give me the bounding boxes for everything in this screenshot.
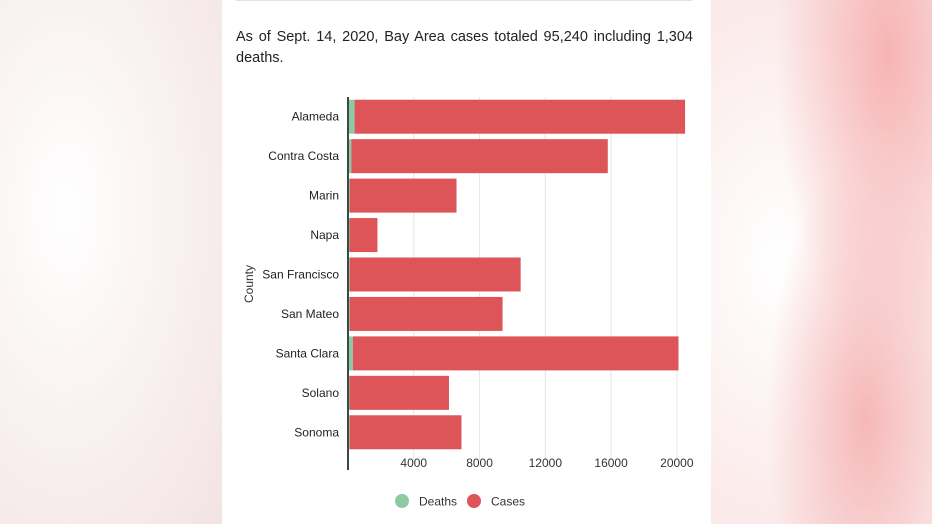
legend-deaths-label[interactable]: Deaths <box>419 495 457 509</box>
top-divider <box>236 0 692 1</box>
category-label: Santa Clara <box>276 346 340 360</box>
category-label: Marin <box>309 189 339 203</box>
bar-deaths[interactable] <box>348 99 355 134</box>
chart-caption: As of Sept. 14, 2020, Bay Area cases tot… <box>236 29 693 66</box>
x-tick-label: 20000 <box>660 456 694 470</box>
legend: Deaths Cases <box>395 494 525 509</box>
y-axis-title: County <box>242 265 256 303</box>
bar-cases[interactable] <box>352 336 679 371</box>
background-left <box>0 0 222 524</box>
category-label: Sonoma <box>294 425 339 439</box>
bar-cases[interactable] <box>349 296 503 331</box>
x-tick-label: 16000 <box>594 456 628 470</box>
legend-deaths-swatch[interactable] <box>395 494 409 508</box>
bar-deaths[interactable] <box>348 139 352 174</box>
category-label: San Mateo <box>281 307 339 321</box>
legend-cases-swatch[interactable] <box>467 494 481 508</box>
bar-cases[interactable] <box>349 178 457 213</box>
x-tick-label: 4000 <box>400 456 427 470</box>
x-tick-label: 12000 <box>529 456 563 470</box>
article-card: As of Sept. 14, 2020, Bay Area cases tot… <box>222 0 711 524</box>
bar-cases[interactable] <box>349 415 462 450</box>
category-label: Contra Costa <box>268 149 339 163</box>
bars <box>348 99 686 450</box>
bar-cases[interactable] <box>349 218 378 253</box>
bar-deaths[interactable] <box>348 336 353 371</box>
bar-cases[interactable] <box>351 139 608 174</box>
category-label: Napa <box>310 228 339 242</box>
legend-cases-label[interactable]: Cases <box>491 495 525 509</box>
labels: 4000 8000 12000 16000 20000 Alameda Contra Cos… <box>262 110 694 470</box>
bar-cases[interactable] <box>349 375 449 410</box>
category-label: Alameda <box>292 110 340 124</box>
bar-cases[interactable] <box>354 99 686 134</box>
category-label: Solano <box>302 386 340 400</box>
bar-chart: 4000 8000 12000 16000 20000 Alameda Contra Cos… <box>242 97 694 509</box>
category-label: San Francisco <box>262 268 339 282</box>
background-right <box>711 0 932 524</box>
x-tick-label: 8000 <box>466 456 493 470</box>
bar-cases[interactable] <box>349 257 521 292</box>
